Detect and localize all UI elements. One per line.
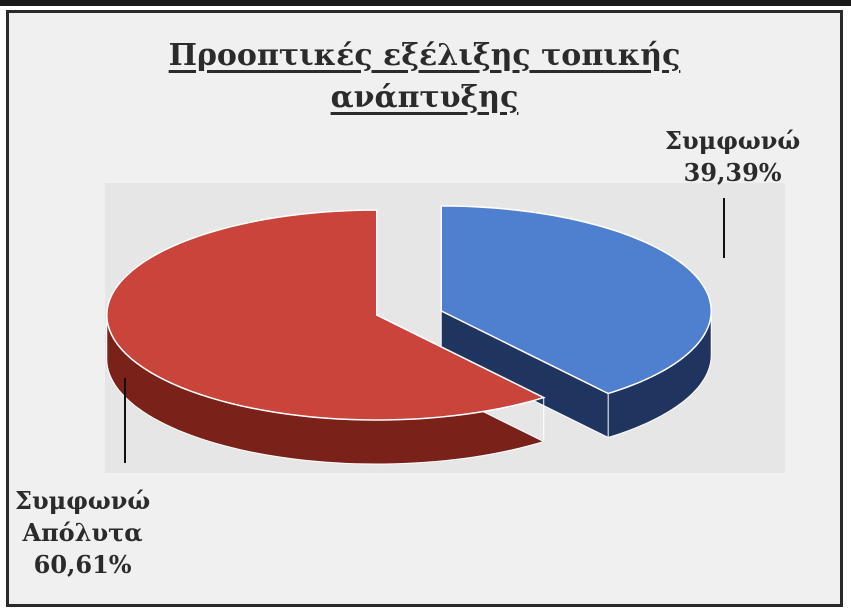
top-border-strip bbox=[0, 0, 851, 6]
slice-label-strongly-agree: Συμφωνώ Απόλυτα 60,61% bbox=[15, 485, 150, 581]
slice-label-strongly-agree-line-3: 60,61% bbox=[33, 550, 132, 579]
chart-title: Προοπτικές εξέλιξης τοπικής ανάπτυξης bbox=[9, 35, 840, 119]
slice-label-agree-line-2: 39,39% bbox=[683, 158, 782, 187]
slice-label-agree: Συμφωνώ 39,39% bbox=[665, 125, 800, 189]
chart-title-line-2: ανάπτυξης bbox=[330, 80, 519, 115]
pie-chart bbox=[105, 183, 785, 473]
pie-slice-0 bbox=[440, 205, 712, 395]
chart-title-line-1: Προοπτικές εξέλιξης τοπικής bbox=[168, 38, 681, 73]
slice-label-agree-line-1: Συμφωνώ bbox=[665, 126, 801, 155]
pie-slice-1 bbox=[106, 209, 546, 421]
slice-label-strongly-agree-line-1: Συμφωνώ bbox=[15, 486, 151, 515]
chart-frame: Προοπτικές εξέλιξης τοπικής ανάπτυξης Συ… bbox=[6, 10, 843, 607]
slice-label-strongly-agree-line-2: Απόλυτα bbox=[22, 518, 143, 547]
